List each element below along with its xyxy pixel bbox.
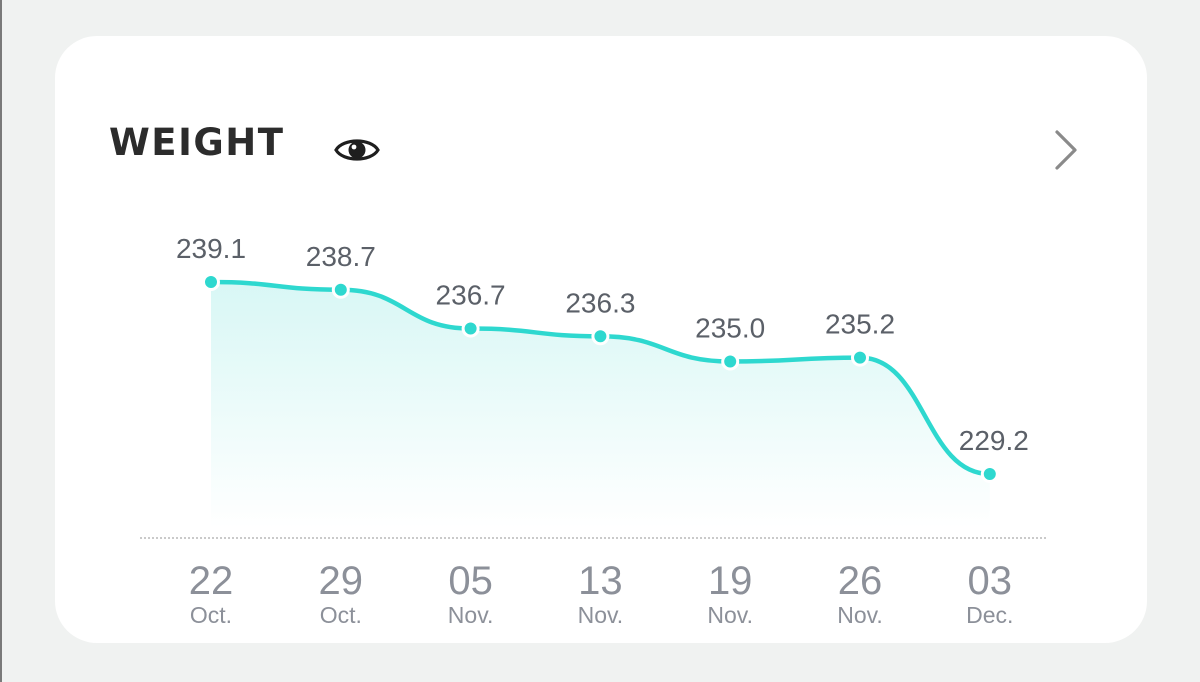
chart-data-label: 235.2 <box>825 309 895 340</box>
window-edge <box>0 0 2 682</box>
chart-data-label: 236.3 <box>565 287 635 318</box>
x-tick-month: Oct. <box>190 602 232 628</box>
weight-card[interactable]: WEIGHT 239.1 22 Oct. 238.7 29 Oct. 236.7 05 Nov.… <box>55 36 1147 643</box>
chevron-right-icon[interactable] <box>1051 128 1081 172</box>
eye-icon[interactable] <box>333 133 381 167</box>
weight-chart: 239.122Oct.238.729Oct.236.705Nov.236.313… <box>140 233 1047 628</box>
x-tick-month: Oct. <box>320 602 362 628</box>
x-tick-month: Nov. <box>707 602 753 628</box>
chart-data-label: 235.0 <box>695 313 765 344</box>
x-tick-month: Nov. <box>837 602 883 628</box>
chart-area-fill <box>211 282 990 528</box>
card-title: WEIGHT <box>109 121 285 164</box>
x-tick-day: 26 <box>838 559 883 603</box>
x-tick-month: Nov. <box>578 602 624 628</box>
x-tick-day: 22 <box>189 559 234 603</box>
chart-data-point <box>980 465 999 483</box>
chart-data-label: 238.7 <box>306 241 376 272</box>
chart-data-label: 236.7 <box>436 280 506 311</box>
chart-data-point <box>461 319 480 338</box>
x-tick-month: Dec. <box>966 602 1013 628</box>
chart-data-label: 229.2 <box>959 425 1029 456</box>
chart-data-point <box>331 280 350 299</box>
x-tick-day: 13 <box>578 559 623 603</box>
chart-data-point <box>591 327 610 346</box>
x-tick-day: 29 <box>319 559 364 603</box>
chart-data-point <box>202 273 220 291</box>
x-tick-month: Nov. <box>448 602 494 628</box>
chart-data-point <box>851 348 869 367</box>
chart-data-label: 239.1 <box>176 233 246 264</box>
x-tick-day: 19 <box>708 559 753 603</box>
x-tick-day: 03 <box>968 559 1013 603</box>
chart-data-point <box>721 352 740 371</box>
x-tick-day: 05 <box>448 559 493 603</box>
